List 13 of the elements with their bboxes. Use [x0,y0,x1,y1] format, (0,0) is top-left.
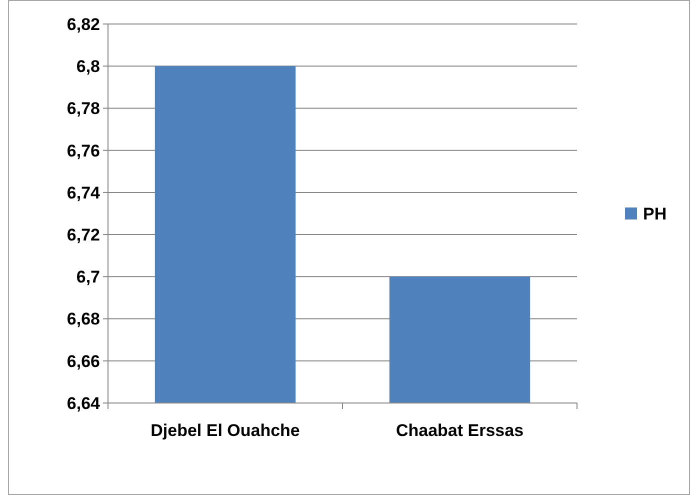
y-tick-label: 6,72 [66,226,100,245]
y-tick-label: 6,76 [66,141,100,160]
y-tick-label: 6,78 [66,99,100,118]
y-tick-label: 6,82 [66,14,100,34]
y-tick-label: 6,74 [66,183,101,202]
legend-label: PH [643,204,667,224]
y-tick-label: 6,7 [76,268,100,287]
x-tick-label: Chaabat Erssas [396,421,524,440]
x-tick-label: Djebel El Ouahche [150,421,300,440]
y-tick-label: 6,68 [66,310,100,329]
y-tick-label: 6,8 [76,57,100,76]
y-tick-label: 6,66 [66,352,100,371]
y-tick-label: 6,64 [66,394,101,413]
